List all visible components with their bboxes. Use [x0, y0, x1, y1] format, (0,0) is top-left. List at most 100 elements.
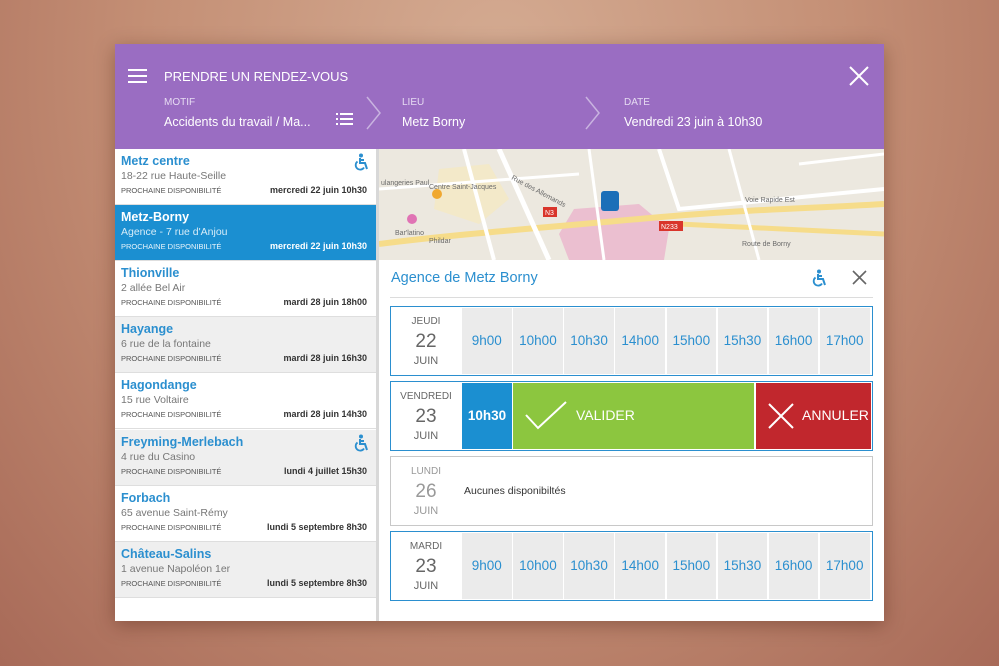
agency-address: 6 rue de la fontaine — [121, 338, 211, 351]
cancel-button[interactable]: ANNULER — [756, 383, 871, 449]
agency-item[interactable]: Metz-Borny Agence - 7 rue d'Anjou PROCHAIN… — [115, 205, 376, 262]
cancel-icon — [768, 403, 794, 429]
day-row: JEUDI 22 JUIN 9h00 10h00 10h30 14h00 15h00 15h30… — [390, 306, 873, 376]
month: JUIN — [413, 580, 439, 592]
availability-label: PROCHAINE DISPONIBILITÉ — [121, 298, 222, 308]
time-slot[interactable]: 14h00 — [615, 308, 665, 374]
step-label: MOTIF — [164, 97, 196, 108]
time-slot[interactable]: 10h30 — [564, 533, 614, 599]
agency-item[interactable]: Freyming-Merlebach 4 rue du Casino PROCHAI… — [115, 429, 376, 486]
availability-label: PROCHAINE DISPONIBILITÉ — [121, 354, 222, 364]
agency-address: 18-22 rue Haute-Seille — [121, 170, 227, 182]
list-icon[interactable] — [336, 112, 354, 126]
agency-address: 1 avenue Napoléon 1er — [121, 562, 231, 575]
map-label: Voie Rapide Est — [745, 197, 795, 204]
cancel-label: ANNULER — [802, 407, 869, 423]
agency-item[interactable]: Forbach 65 avenue Saint-Rémy PROCHAINE DIS… — [115, 485, 376, 542]
agency-item[interactable]: Château-Salins 1 avenue Napoléon 1er PROCH… — [115, 541, 376, 598]
icon-part — [354, 160, 365, 171]
agency-name: Hagondange — [121, 378, 197, 393]
agency-item[interactable]: Metz centre 18-22 rue Haute-Seille PROCHAI… — [115, 149, 376, 205]
availability-label: PROCHAINE DISPONIBILITÉ — [121, 466, 222, 476]
month: JUIN — [413, 430, 439, 442]
time-slot[interactable]: 16h00 — [768, 533, 819, 599]
day-number: 26 — [415, 481, 437, 502]
availability-date: lundi 4 juillet 15h30 — [283, 465, 367, 476]
weekday: JEUDI — [411, 316, 441, 327]
agency-address: 15 rue Voltaire — [121, 394, 189, 407]
agency-item[interactable]: Hagondange 15 rue Voltaire PROCHAINE DISPO… — [115, 373, 376, 430]
accessible-icon — [812, 269, 826, 287]
map-label: Bar'latino — [395, 230, 424, 237]
agency-name: Château-Salins — [121, 546, 212, 561]
time-slot[interactable]: 15h30 — [717, 308, 768, 374]
map-label: ulangeries Paul — [381, 180, 430, 187]
agency-item[interactable]: Thionville 2 allée Bel Air PROCHAINE DISPO… — [115, 261, 376, 318]
time-slot[interactable]: 14h00 — [615, 533, 665, 599]
availability-date: mercredi 22 juin 10h30 — [269, 185, 367, 195]
agency-address: 2 allée Bel Air — [121, 282, 186, 295]
day-row: LUNDI 26 JUIN Aucunes disponibiltés — [390, 456, 873, 526]
agency-name: Freyming-Merlebach — [121, 434, 244, 449]
time-slot[interactable]: 17h00 — [819, 308, 870, 374]
availability-label: PROCHAINE DISPONIBILITÉ — [121, 522, 222, 532]
icon-part — [359, 434, 363, 438]
time-slot[interactable]: 10h00 — [513, 308, 563, 374]
map-poi — [432, 189, 442, 199]
close-detail[interactable] — [852, 270, 867, 285]
time-slot[interactable]: 16h00 — [768, 308, 819, 374]
agency-address: Agence - 7 rue d'Anjou — [121, 226, 228, 239]
month: JUIN — [413, 355, 439, 367]
availability-date: lundi 5 septembre 8h30 — [266, 577, 367, 588]
agency-name: Metz centre — [121, 154, 190, 168]
scrollbar — [376, 149, 379, 621]
time-slot[interactable]: 9h00 — [462, 308, 512, 374]
availability-label: PROCHAINE DISPONIBILITÉ — [121, 242, 222, 252]
menu-button[interactable] — [128, 68, 148, 84]
map-label: N3 — [545, 210, 554, 217]
selected-slot[interactable]: 10h30 — [462, 383, 512, 449]
time-slot[interactable]: 10h30 — [564, 308, 614, 374]
time-slot[interactable]: 15h00 — [666, 308, 717, 374]
close-button[interactable] — [849, 66, 869, 86]
step-value[interactable]: Metz Borny — [402, 115, 466, 129]
icon-part — [817, 274, 826, 286]
availability-date: mardi 28 juin 18h00 — [283, 297, 367, 308]
time-slot[interactable]: 10h00 — [513, 533, 563, 599]
icon-part — [359, 153, 363, 158]
day-number: 23 — [415, 406, 437, 427]
map-area — [434, 164, 509, 224]
time-slot[interactable]: 15h30 — [717, 533, 768, 599]
weekday: VENDREDI — [400, 391, 452, 402]
time-slot[interactable]: 17h00 — [819, 533, 870, 599]
time-slot[interactable]: 9h00 — [462, 533, 512, 599]
map-label: N233 — [661, 224, 678, 231]
availability-date: mardi 28 juin 16h30 — [283, 353, 367, 364]
step-value[interactable]: Vendredi 23 juin à 10h30 — [624, 115, 763, 129]
icon-part — [812, 276, 823, 287]
map-road — [657, 149, 884, 212]
map-label: Phildar — [429, 238, 451, 245]
confirm-button[interactable]: VALIDER — [513, 383, 754, 449]
agency-name: Forbach — [121, 490, 171, 505]
map-label: Route de Borny — [742, 241, 791, 248]
map-road — [379, 172, 580, 191]
confirm-label: VALIDER — [576, 407, 635, 423]
step-value[interactable]: Accidents du travail / Ma... — [164, 115, 311, 129]
agency-address: 4 rue du Casino — [121, 450, 196, 463]
road-badge — [543, 207, 557, 217]
day-row: MARDI 23 JUIN 9h00 10h00 10h30 14h00 15h00 15h30… — [390, 531, 873, 601]
map-road — [379, 201, 884, 247]
step-chevron — [585, 96, 600, 130]
agency-address: 65 avenue Saint-Rémy — [121, 506, 228, 519]
header: PRENDRE UN RENDEZ-VOUS MOTIF Accidents du… — [115, 44, 884, 149]
map-road — [678, 221, 884, 237]
time-slot[interactable]: 15h00 — [666, 533, 717, 599]
map-road — [496, 149, 552, 260]
icon-part — [354, 441, 365, 451]
day-number: 23 — [415, 556, 437, 577]
app-window: PRENDRE UN RENDEZ-VOUS MOTIF Accidents du… — [115, 44, 884, 621]
agency-item[interactable]: Hayange 6 rue de la fontaine PROCHAINE DIS… — [115, 317, 376, 374]
